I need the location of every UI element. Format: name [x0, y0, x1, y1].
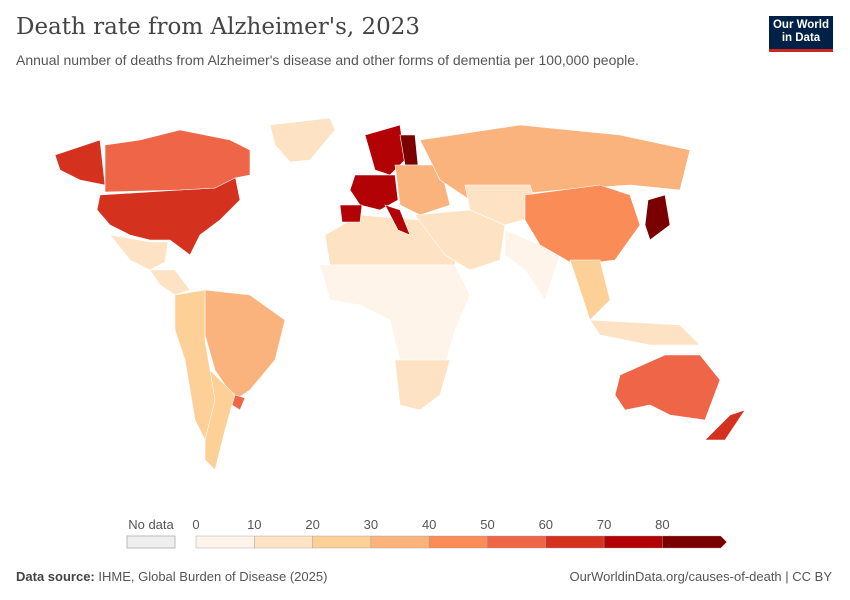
legend-tick-label: 10 [247, 517, 261, 532]
legend-no-data-swatch[interactable] [126, 535, 176, 549]
country-alaska[interactable] [54, 139, 106, 186]
country-canada[interactable] [104, 129, 251, 193]
country-central-america[interactable] [149, 269, 191, 296]
legend-tick-label: 20 [305, 517, 319, 532]
legend-swatch[interactable] [487, 535, 546, 549]
legend-swatch[interactable] [370, 535, 430, 549]
country-andean-south-america[interactable] [174, 289, 216, 441]
legend-tick-label: 60 [539, 517, 553, 532]
legend-swatch[interactable] [662, 535, 727, 549]
country-southeast-asia[interactable] [569, 259, 611, 321]
legend-tick-label: 50 [480, 517, 494, 532]
country-spain[interactable] [339, 204, 363, 223]
country-japan[interactable] [644, 194, 671, 241]
country-uruguay[interactable] [231, 394, 246, 411]
legend-tick-label: 70 [597, 517, 611, 532]
chart-title: Death rate from Alzheimer's, 2023 [16, 14, 421, 40]
country-new-zealand[interactable] [704, 409, 746, 441]
country-central-asia[interactable] [464, 184, 541, 226]
country-russia[interactable] [419, 124, 691, 201]
legend-swatch[interactable] [603, 535, 663, 549]
country-western-europe[interactable] [349, 174, 399, 211]
legend-tick-label: 80 [655, 517, 669, 532]
legend-swatch[interactable] [254, 535, 313, 549]
data-source: Data source: IHME, Global Burden of Dise… [16, 569, 328, 584]
country-indonesia[interactable] [589, 319, 701, 346]
country-sub-saharan-africa[interactable] [319, 264, 471, 366]
legend-tick-label: 0 [192, 517, 199, 532]
country-southern-africa[interactable] [394, 359, 451, 411]
legend-swatch[interactable] [312, 535, 372, 549]
country-greenland[interactable] [269, 117, 336, 163]
country-italy[interactable] [384, 204, 411, 236]
country-mexico[interactable] [109, 234, 169, 271]
legend-tick-label: 30 [364, 517, 378, 532]
chart-subtitle: Annual number of deaths from Alzheimer's… [16, 52, 639, 68]
legend-tick-label: 40 [422, 517, 436, 532]
country-china[interactable] [524, 184, 641, 266]
legend-swatch[interactable] [195, 535, 255, 549]
owid-logo[interactable]: Our World in Data [769, 16, 833, 52]
legend-swatch[interactable] [429, 535, 488, 549]
country-australia[interactable] [614, 354, 721, 421]
source-link[interactable]: OurWorldinData.org/causes-of-death | CC … [569, 569, 832, 584]
legend-swatch[interactable] [545, 535, 605, 549]
country-brazil[interactable] [204, 289, 286, 401]
legend-no-data-label: No data [128, 517, 174, 532]
